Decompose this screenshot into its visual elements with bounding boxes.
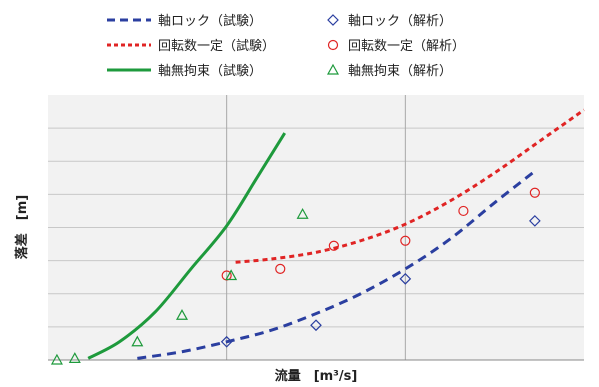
data-point-circle [328, 240, 339, 251]
data-point-diamond [220, 335, 233, 348]
series-line-2 [235, 108, 585, 264]
legend: 軸ロック（試験） 軸ロック（解析） 回転数一定（試験） 回転数一定（解析） 軸無… [107, 13, 465, 79]
data-point-circle [400, 235, 411, 246]
series-line-0 [137, 170, 536, 360]
data-point-diamond [310, 319, 322, 332]
data-point-circle [458, 205, 469, 217]
legend-label-unrestrained-analysis: 軸無拘束（解析） [348, 64, 452, 79]
legend-marker-rotor-locked-analysis [327, 14, 339, 26]
legend-marker-constant-speed-analysis [327, 39, 339, 51]
data-point-triangle [296, 208, 309, 219]
data-point-triangle [225, 269, 238, 281]
legend-label-rotor-locked-test: 軸ロック（試験） [158, 13, 262, 29]
marker-layer [50, 187, 541, 365]
data-point-diamond [529, 215, 541, 227]
series-layer [87, 108, 585, 360]
series-line-4 [87, 132, 287, 360]
y-axis-label: 落差 [m] [14, 195, 30, 259]
data-point-circle [275, 263, 286, 275]
legend-marker-unrestrained-analysis [326, 63, 340, 75]
x-axis-label: 流量 [m³/s] [275, 368, 358, 384]
data-point-triangle [50, 353, 63, 365]
data-point-diamond [399, 272, 412, 285]
legend-label-unrestrained-test: 軸無拘束（試験） [158, 63, 262, 79]
data-point-triangle [131, 335, 144, 347]
legend-label-constant-speed-test: 回転数一定（試験） [158, 38, 275, 54]
data-point-circle [529, 187, 540, 198]
legend-label-rotor-locked-analysis: 軸ロック（解析） [348, 14, 452, 29]
data-point-triangle [175, 309, 189, 320]
data-point-triangle [68, 352, 81, 363]
legend-label-constant-speed-analysis: 回転数一定（解析） [348, 39, 465, 54]
